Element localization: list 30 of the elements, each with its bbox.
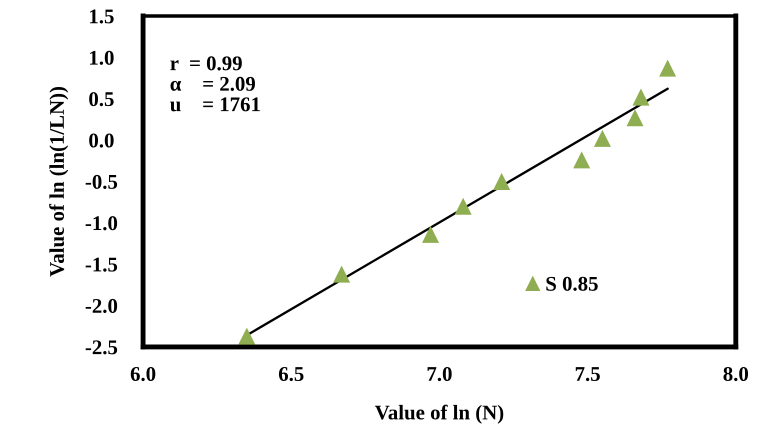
x-tick-label: 6.0 [130, 366, 156, 382]
y-axis-title: Value of ln (ln(1/LN)) [49, 86, 68, 277]
x-tick-label: 8.0 [723, 366, 748, 382]
point [333, 266, 350, 283]
annotation: u = 1761 [170, 97, 260, 112]
annotation: α = 2.09 [170, 76, 255, 91]
point [238, 328, 256, 345]
x-axis-title: Value of ln (N) [374, 404, 504, 424]
x-tick-label: 6.5 [278, 367, 304, 382]
y-tick-label: -1.5 [86, 258, 118, 272]
y-tick-label: -2.5 [86, 340, 118, 354]
y-tick-label: 0.5 [89, 92, 114, 106]
y-tick-label: -1.0 [86, 216, 118, 230]
point [594, 130, 611, 147]
y-tick-label: 1.0 [90, 50, 114, 65]
point [493, 172, 510, 190]
point [659, 60, 676, 77]
y-tick-label: -0.5 [86, 174, 118, 189]
y-tick-label: -2.0 [86, 298, 118, 314]
point [632, 88, 650, 106]
point [573, 151, 590, 168]
point [626, 109, 644, 126]
legend-label: S 0.85 [546, 276, 598, 291]
x-tick-label: 7.5 [576, 367, 600, 382]
point [454, 198, 472, 215]
point [422, 226, 440, 243]
annotation: r = 0.99 [170, 56, 242, 70]
x-tick-label: 7.0 [428, 366, 452, 382]
y-tick-label: 0.0 [89, 133, 114, 148]
y-tick-label: 1.5 [90, 9, 114, 24]
